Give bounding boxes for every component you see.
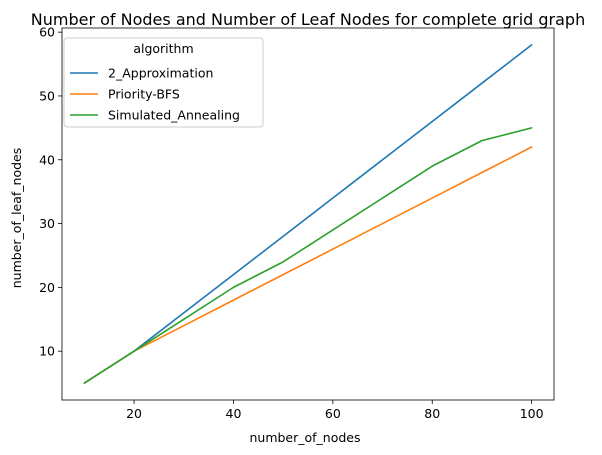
x-tick-label: 40 <box>226 406 242 421</box>
y-tick-label: 30 <box>39 216 55 231</box>
legend: algorithm 2_Approximation Priority-BFS Simu… <box>63 37 264 128</box>
x-tick-label: 100 <box>520 406 544 421</box>
y-tick-label: 60 <box>39 25 55 40</box>
y-tick-label: 20 <box>39 280 55 295</box>
legend-box <box>63 37 264 128</box>
legend-label: Priority-BFS <box>108 87 180 102</box>
legend-label: 2_Approximation <box>108 66 213 81</box>
x-tick-label: 20 <box>126 406 142 421</box>
plot-area: 20 40 60 80 100 10 20 30 40 50 60 <box>39 25 555 421</box>
series-line-simulated-annealing <box>83 127 533 384</box>
x-tick-label: 60 <box>325 406 341 421</box>
legend-title: algorithm <box>133 41 193 56</box>
x-axis-label: number_of_nodes <box>249 430 360 445</box>
y-tick-label: 50 <box>39 88 55 103</box>
y-axis-label: number_of_leaf_nodes <box>9 148 24 289</box>
chart-title: Number of Nodes and Number of Leaf Nodes… <box>31 10 585 29</box>
y-tick-label: 10 <box>39 344 55 359</box>
legend-label: Simulated_Annealing <box>108 108 240 123</box>
axes-frame <box>61 27 555 401</box>
x-tick-label: 80 <box>424 406 440 421</box>
series-line-priority-bfs <box>83 146 533 384</box>
series-line-2-approximation <box>83 44 533 384</box>
y-tick-label: 40 <box>39 152 55 167</box>
